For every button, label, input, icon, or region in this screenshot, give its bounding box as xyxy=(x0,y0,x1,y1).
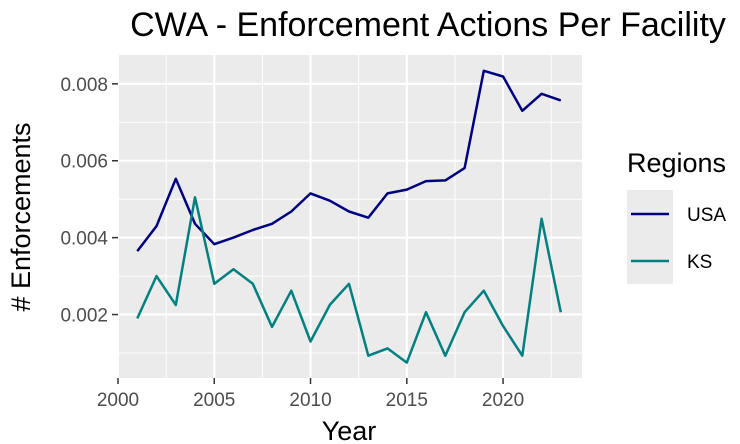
series-line-ks xyxy=(136,196,563,364)
y-tick-label: 0.008 xyxy=(60,75,108,96)
plot-panel xyxy=(118,55,582,378)
minor-gridlines xyxy=(118,55,582,378)
legend-title: Regions xyxy=(627,148,726,178)
legend-key-background xyxy=(627,190,673,284)
legend-label-usa: USA xyxy=(687,205,726,226)
y-tick-label: 0.006 xyxy=(60,152,108,173)
x-axis: 2000 2005 2010 2015 2020 xyxy=(97,378,524,411)
y-axis-title: # Enforcements xyxy=(6,122,36,311)
legend-label-ks: KS xyxy=(687,252,712,273)
x-tick-label: 2010 xyxy=(289,390,331,411)
x-tick-label: 2020 xyxy=(482,390,524,411)
x-tick-label: 2005 xyxy=(193,390,235,411)
x-tick-label: 2015 xyxy=(386,390,428,411)
legend: Regions USA KS xyxy=(627,148,726,284)
series-lines xyxy=(136,69,563,364)
x-axis-title: Year xyxy=(322,416,377,444)
chart-title: CWA - Enforcement Actions Per Facility xyxy=(130,6,726,44)
y-tick-label: 0.002 xyxy=(60,306,108,327)
y-axis: 0.002 0.004 0.006 0.008 xyxy=(60,75,118,327)
series-line-usa xyxy=(136,69,562,252)
x-tick-label: 2000 xyxy=(97,390,139,411)
y-tick-label: 0.004 xyxy=(60,229,108,250)
